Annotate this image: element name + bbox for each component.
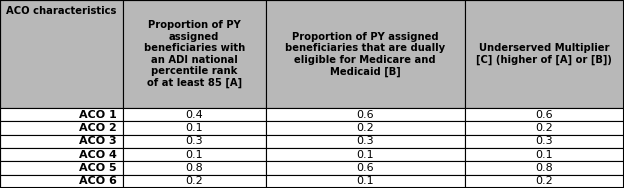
Text: 0.1: 0.1 [356, 176, 374, 186]
Text: 0.3: 0.3 [535, 136, 553, 146]
Bar [266, 175, 465, 188]
Bar [465, 175, 624, 188]
Bar [123, 175, 266, 188]
Bar [266, 161, 465, 175]
Text: 0.4: 0.4 [185, 110, 203, 120]
Bar [0, 0, 123, 108]
Bar [465, 108, 624, 121]
Text: ACO characteristics: ACO characteristics [6, 6, 117, 16]
Bar [465, 121, 624, 135]
Text: 0.3: 0.3 [185, 136, 203, 146]
Bar [266, 148, 465, 161]
Text: 0.6: 0.6 [356, 163, 374, 173]
Text: 0.3: 0.3 [356, 136, 374, 146]
Text: 0.6: 0.6 [535, 110, 553, 120]
Bar [123, 161, 266, 175]
Text: Proportion of PY assigned
beneficiaries that are dually
eligible for Medicare an: Proportion of PY assigned beneficiaries … [285, 32, 445, 77]
Bar [0, 161, 123, 175]
Bar [266, 121, 465, 135]
Text: 0.1: 0.1 [356, 150, 374, 160]
Bar [0, 121, 123, 135]
Bar [266, 0, 465, 108]
Text: 0.1: 0.1 [185, 123, 203, 133]
Bar [123, 108, 266, 121]
Text: 0.2: 0.2 [535, 123, 553, 133]
Text: ACO 5: ACO 5 [79, 163, 117, 173]
Text: ACO 6: ACO 6 [79, 176, 117, 186]
Text: 0.2: 0.2 [185, 176, 203, 186]
Text: 0.1: 0.1 [535, 150, 553, 160]
Text: 0.8: 0.8 [185, 163, 203, 173]
Bar [0, 135, 123, 148]
Text: ACO 4: ACO 4 [79, 150, 117, 160]
Text: 0.6: 0.6 [356, 110, 374, 120]
Bar [0, 175, 123, 188]
Bar [123, 135, 266, 148]
Text: ACO 1: ACO 1 [79, 110, 117, 120]
Bar [465, 148, 624, 161]
Text: 0.2: 0.2 [356, 123, 374, 133]
Bar [465, 0, 624, 108]
Text: 0.8: 0.8 [535, 163, 553, 173]
Text: ACO 2: ACO 2 [79, 123, 117, 133]
Bar [266, 135, 465, 148]
Text: 0.2: 0.2 [535, 176, 553, 186]
Bar [0, 108, 123, 121]
Bar [123, 121, 266, 135]
Text: 0.1: 0.1 [185, 150, 203, 160]
Text: Underserved Multiplier
[C] (higher of [A] or [B]): Underserved Multiplier [C] (higher of [A… [476, 43, 612, 65]
Bar [0, 148, 123, 161]
Text: Proportion of PY
assigned
beneficiaries with
an ADI national
percentile rank
of : Proportion of PY assigned beneficiaries … [144, 20, 245, 88]
Bar [465, 161, 624, 175]
Bar [266, 108, 465, 121]
Bar [465, 135, 624, 148]
Bar [123, 0, 266, 108]
Bar [123, 148, 266, 161]
Text: ACO 3: ACO 3 [79, 136, 117, 146]
